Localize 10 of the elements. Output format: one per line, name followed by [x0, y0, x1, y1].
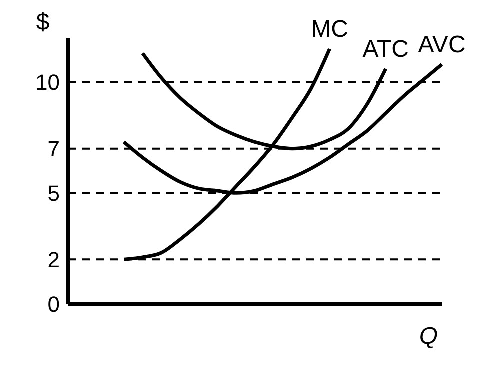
series-label: AVC [418, 32, 466, 59]
y-tick-label: 0 [48, 292, 60, 317]
y-tick-label: 7 [48, 136, 60, 162]
x-axis-title: Q [419, 323, 438, 350]
series-label: ATC [362, 36, 410, 64]
y-tick-label: 2 [48, 247, 60, 272]
y-tick-label: 10 [36, 70, 60, 96]
y-axis-title: $ [36, 9, 50, 36]
y-tick-label: 5 [48, 180, 60, 206]
series-label: MC [311, 16, 348, 44]
